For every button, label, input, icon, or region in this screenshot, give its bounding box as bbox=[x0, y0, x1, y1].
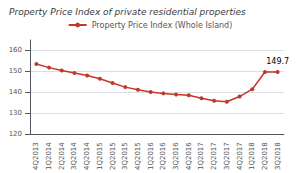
svg-text:130: 130 bbox=[9, 109, 22, 117]
svg-text:4Q2013: 4Q2013 bbox=[32, 142, 40, 170]
svg-text:149.7: 149.7 bbox=[266, 57, 289, 66]
svg-text:3Q2016: 3Q2016 bbox=[172, 142, 180, 170]
svg-text:3Q2015: 3Q2015 bbox=[121, 142, 129, 170]
svg-text:4Q2017: 4Q2017 bbox=[236, 142, 244, 170]
svg-text:2Q2014: 2Q2014 bbox=[58, 142, 66, 170]
svg-text:160: 160 bbox=[9, 46, 22, 54]
svg-text:2Q2017: 2Q2017 bbox=[210, 142, 218, 170]
svg-text:2Q2016: 2Q2016 bbox=[159, 142, 167, 170]
svg-text:1Q2017: 1Q2017 bbox=[197, 142, 205, 170]
svg-text:1Q2018: 1Q2018 bbox=[248, 142, 256, 170]
svg-text:4Q2016: 4Q2016 bbox=[185, 142, 193, 170]
svg-text:3Q2018: 3Q2018 bbox=[274, 142, 282, 170]
svg-text:4Q2014: 4Q2014 bbox=[83, 142, 91, 170]
svg-text:140: 140 bbox=[9, 88, 22, 96]
svg-text:3Q2014: 3Q2014 bbox=[70, 142, 78, 170]
svg-text:1Q2014: 1Q2014 bbox=[45, 142, 53, 170]
svg-text:3Q2017: 3Q2017 bbox=[223, 142, 231, 170]
svg-text:120: 120 bbox=[9, 130, 22, 138]
svg-text:2Q2015: 2Q2015 bbox=[109, 142, 117, 170]
svg-text:150: 150 bbox=[9, 67, 22, 75]
svg-text:Property Price Index of privat: Property Price Index of private resident… bbox=[9, 7, 246, 17]
svg-text:1Q2016: 1Q2016 bbox=[147, 142, 155, 170]
svg-text:4Q2015: 4Q2015 bbox=[134, 142, 142, 170]
svg-text:2Q2018: 2Q2018 bbox=[261, 142, 269, 170]
svg-text:1Q2015: 1Q2015 bbox=[96, 142, 104, 170]
svg-text:Property Price Index (Whole Is: Property Price Index (Whole Island) bbox=[92, 21, 233, 30]
